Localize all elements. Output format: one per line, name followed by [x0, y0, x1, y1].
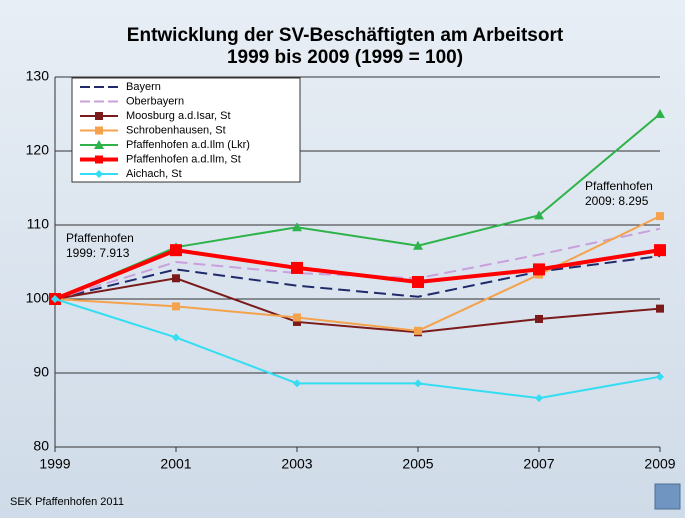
marker: [656, 212, 664, 221]
marker: [292, 222, 302, 232]
marker: [95, 155, 103, 164]
y-tick-label: 90: [33, 364, 49, 380]
y-tick-label: 120: [26, 142, 50, 158]
y-tick-label: 80: [33, 438, 49, 454]
marker: [172, 302, 180, 311]
marker: [291, 261, 303, 274]
marker: [172, 333, 180, 342]
chart-subtitle: 1999 bis 2009 (1999 = 100): [227, 47, 463, 68]
marker: [293, 379, 301, 388]
chart-title: Entwicklung der SV-Beschäftigten am Arbe…: [127, 25, 564, 46]
marker: [95, 112, 103, 120]
x-tick-label: 2009: [644, 456, 675, 472]
legend-label: Pfaffenhofen a.d.Ilm (Lkr): [126, 139, 250, 151]
series-line: [54, 255, 661, 300]
y-tick-label: 130: [26, 68, 50, 84]
marker: [94, 140, 104, 149]
legend-label: Bayern: [126, 81, 161, 93]
marker: [95, 170, 103, 178]
marker: [534, 210, 544, 220]
marker: [413, 240, 423, 250]
marker: [412, 275, 424, 288]
marker: [535, 314, 543, 323]
marker: [170, 244, 182, 257]
legend-label: Moosburg a.d.Isar, St: [126, 110, 231, 122]
marker: [656, 372, 664, 381]
series-line: [54, 277, 661, 334]
source: SEK Pfaffenhofen 2011: [10, 496, 124, 508]
x-tick-label: 2007: [523, 456, 554, 472]
logo-icon: [654, 483, 681, 510]
legend-label: Pfaffenhofen a.d.Ilm, St: [126, 153, 241, 165]
marker: [414, 379, 422, 388]
marker: [535, 394, 543, 403]
marker: [654, 244, 666, 257]
annotation: Pfaffenhofen: [585, 179, 653, 193]
annotation: Pfaffenhofen: [66, 231, 134, 245]
x-tick-label: 2003: [281, 456, 312, 472]
legend-label: Oberbayern: [126, 95, 184, 107]
marker: [172, 274, 180, 283]
marker: [51, 295, 59, 303]
series-line: [54, 113, 661, 300]
marker: [656, 304, 664, 313]
x-tick-label: 2005: [402, 456, 433, 472]
marker: [95, 126, 103, 135]
y-tick-label: 100: [26, 290, 50, 306]
marker: [293, 313, 301, 322]
series-line: [54, 248, 661, 301]
y-tick-label: 110: [27, 216, 50, 232]
x-tick-label: 2001: [160, 456, 191, 472]
annotation: 2009: 8.295: [585, 194, 649, 208]
marker: [533, 263, 545, 276]
marker: [293, 317, 301, 326]
x-tick-label: 1999: [39, 456, 70, 472]
legend-label: Schrobenhausen, St: [126, 124, 226, 136]
marker: [414, 326, 422, 335]
annotation: 1999: 7.913: [66, 246, 130, 260]
series-line: [54, 298, 661, 400]
legend-label: Aichach, St: [126, 168, 182, 180]
marker: [655, 109, 665, 118]
